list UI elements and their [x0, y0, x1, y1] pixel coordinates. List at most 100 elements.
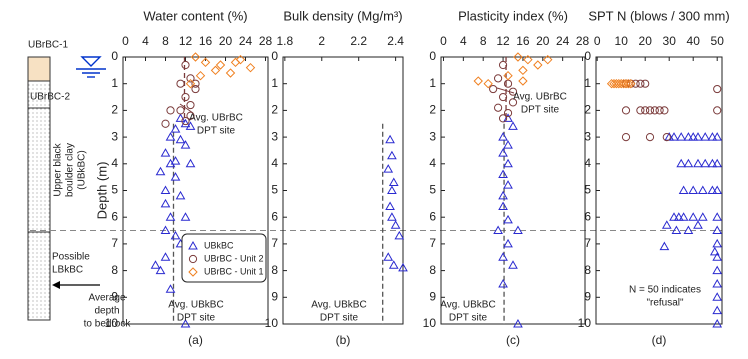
- data-point: [388, 177, 399, 186]
- data-point: [712, 278, 723, 288]
- strata-label: Upper black: [53, 142, 64, 196]
- x-tick-label: 8: [162, 34, 169, 48]
- y-tick-label: 9: [271, 289, 278, 303]
- data-point: [215, 60, 226, 70]
- annotation: N = 50 indicates: [629, 285, 701, 296]
- data-point: [655, 106, 664, 115]
- annotation: Avg. UBkBC: [168, 300, 223, 311]
- x-tick-label: 24: [239, 34, 253, 48]
- plot-frame: [122, 56, 269, 325]
- x-tick-label: 12: [179, 34, 193, 48]
- y-tick-label: 4: [429, 156, 436, 170]
- data-point: [388, 260, 399, 269]
- strata-label: LBkBC: [52, 265, 83, 276]
- data-point: [533, 60, 543, 70]
- data-point: [165, 284, 176, 293]
- data-point: [671, 225, 682, 235]
- y-tick-label: 2: [584, 103, 591, 117]
- data-point: [518, 76, 528, 86]
- x-tick-label: 40: [687, 34, 701, 48]
- data-point: [712, 318, 723, 328]
- y-tick-label: 2: [111, 103, 118, 117]
- legend-label: UBkBC: [204, 240, 234, 250]
- x-tick-label: 20: [219, 34, 233, 48]
- panel-label: (d): [652, 333, 667, 347]
- data-point: [181, 92, 190, 102]
- x-tick-label: 1.8: [277, 34, 294, 48]
- data-point: [494, 74, 503, 83]
- strata-label-group: Upper black boulder clay (UBkBC): [53, 142, 88, 197]
- x-tick-label: 4: [142, 34, 149, 48]
- data-point: [707, 132, 718, 141]
- y-tick-label: 3: [429, 129, 436, 143]
- data-point: [186, 74, 195, 83]
- data-point: [498, 60, 508, 70]
- data-point: [180, 140, 191, 149]
- y-tick-label: 4: [584, 156, 591, 170]
- y-tick-label: 6: [429, 209, 436, 223]
- y-tick-label: 0: [111, 49, 118, 63]
- y-tick-label: 8: [111, 263, 118, 277]
- data-point: [712, 292, 723, 301]
- data-point: [693, 132, 703, 141]
- data-point: [394, 230, 405, 240]
- data-point: [493, 225, 503, 235]
- data-point: [513, 318, 523, 328]
- data-point: [688, 185, 699, 194]
- x-tick-label: 10: [615, 34, 629, 48]
- bedrock-note: depth: [94, 306, 119, 317]
- data-point: [523, 54, 533, 65]
- data-point: [712, 305, 723, 315]
- strata-layer: [27, 107, 51, 233]
- data-point: [176, 106, 185, 115]
- y-tick-label: 4: [111, 156, 118, 170]
- data-point: [165, 212, 176, 221]
- water-table-symbol: [80, 56, 102, 67]
- data-point: [697, 185, 708, 194]
- data-point: [709, 246, 720, 256]
- panel-label: (b): [336, 333, 351, 347]
- data-point: [669, 132, 679, 141]
- y-tick-label: 5: [584, 183, 591, 197]
- data-point: [503, 108, 513, 118]
- data-point: [712, 238, 723, 248]
- y-tick-label: 7: [111, 236, 118, 250]
- data-point: [390, 220, 401, 229]
- y-tick-label: 6: [271, 209, 278, 223]
- data-point: [483, 78, 493, 89]
- y-tick-label: 8: [271, 263, 278, 277]
- annotation: DPT site: [320, 313, 359, 324]
- y-tick-label: 4: [271, 156, 278, 170]
- data-point: [185, 78, 196, 89]
- data-point: [503, 113, 513, 122]
- data-point: [160, 185, 171, 194]
- annotation: DPT site: [521, 105, 560, 116]
- data-point: [503, 70, 513, 81]
- data-point: [180, 212, 191, 221]
- strata-layer: [27, 56, 51, 82]
- data-point: [165, 158, 176, 168]
- y-tick-label: 0: [584, 49, 591, 63]
- data-point: [503, 238, 513, 248]
- strata-log: UBrBC-1 UBrBC-2 Upper black boulder clay…: [27, 40, 131, 330]
- data-point: [161, 119, 170, 128]
- data-point: [700, 132, 711, 141]
- data-point: [498, 252, 508, 261]
- data-point: [678, 212, 689, 221]
- y-tick-label: 3: [584, 129, 591, 143]
- x-tick-label: 4: [460, 34, 467, 48]
- strata-label: UBrBC-1: [28, 40, 68, 51]
- data-point: [498, 278, 508, 288]
- data-point: [170, 230, 181, 240]
- y-tick-label: 7: [584, 236, 591, 250]
- data-point: [503, 180, 513, 189]
- data-point: [697, 212, 708, 221]
- x-tick-label: 0: [440, 34, 447, 48]
- x-tick-label: 50: [711, 34, 725, 48]
- y-tick-label: 10: [105, 316, 119, 330]
- x-tick-label: 2.2: [350, 34, 367, 48]
- data-point: [473, 76, 483, 86]
- data-point: [166, 106, 175, 115]
- data-point: [712, 252, 723, 261]
